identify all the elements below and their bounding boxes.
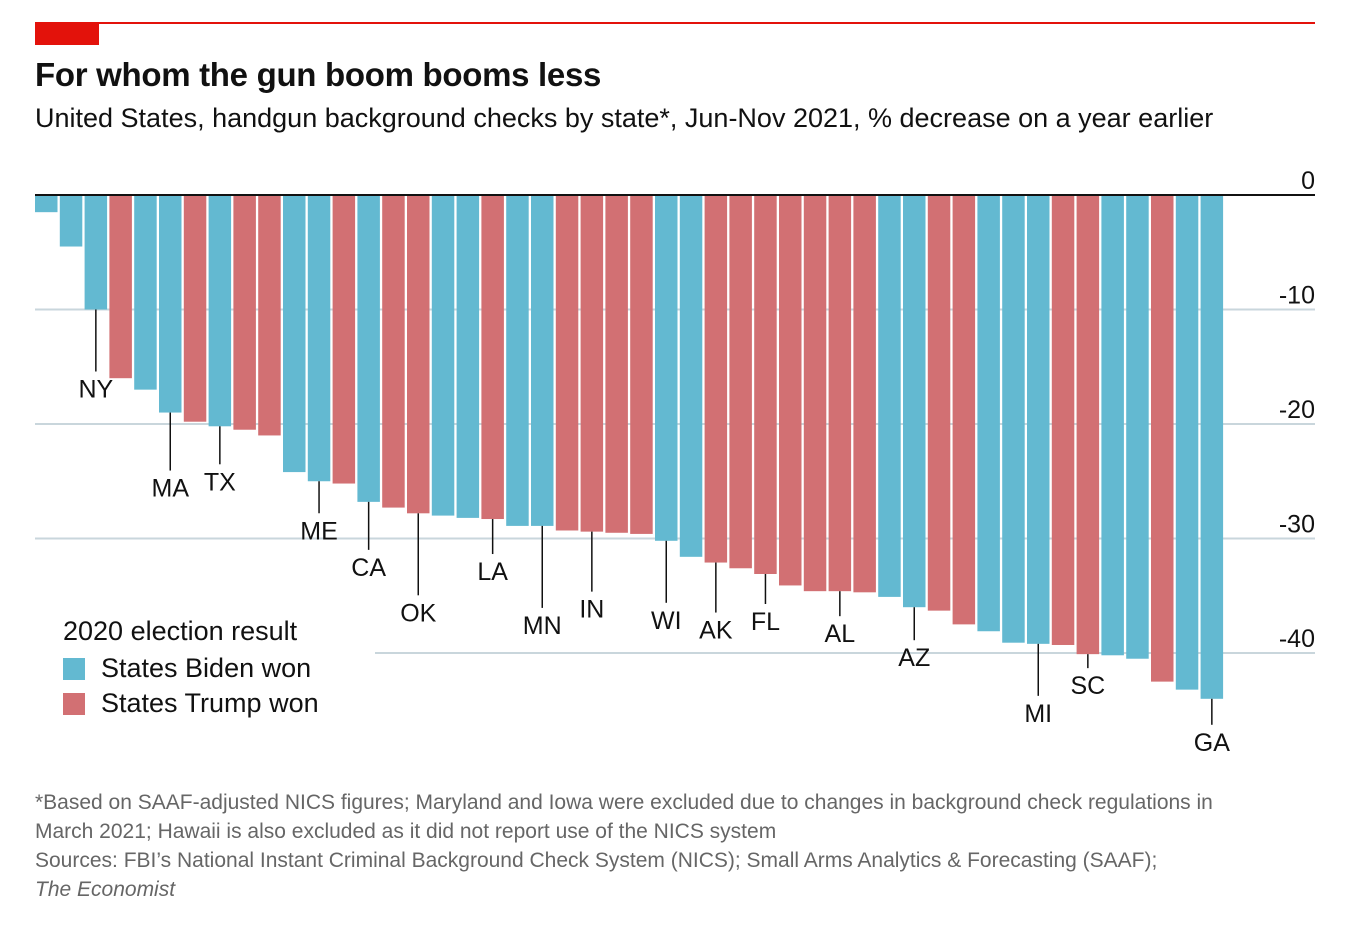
bar <box>655 195 678 541</box>
bar <box>332 195 356 484</box>
bar <box>183 195 207 422</box>
bar-chart: 0 -10 -20 -30 -40 NY MA TX ME CA OK LA MN IN WI AK FL AL A… <box>35 167 1315 757</box>
bar <box>431 195 455 516</box>
y-tick-label: -10 <box>1279 282 1315 310</box>
bar <box>1076 195 1100 655</box>
bar <box>580 195 604 532</box>
footnote-note: *Based on SAAF-adjusted NICS figures; Ma… <box>35 791 1213 843</box>
footnote-publisher: The Economist <box>35 878 176 901</box>
brand-tag <box>35 22 99 45</box>
state-label: OK <box>400 599 436 627</box>
bar <box>630 195 653 534</box>
state-label: CA <box>351 554 386 582</box>
bar <box>605 195 628 533</box>
bar <box>1126 195 1149 659</box>
bar <box>283 195 306 473</box>
state-label: MA <box>152 475 190 503</box>
state-label: MN <box>523 612 562 640</box>
bar <box>233 195 256 430</box>
bar <box>1051 195 1075 645</box>
footnote-sources: Sources: FBI’s National Instant Criminal… <box>35 849 1158 872</box>
bar <box>506 195 529 526</box>
state-label: WI <box>651 607 682 635</box>
y-tick-label: -30 <box>1279 511 1315 539</box>
legend-item-biden: States Biden won <box>63 653 363 684</box>
trump-swatch <box>63 692 85 715</box>
state-label: FL <box>751 608 780 636</box>
legend: 2020 election result States Biden won St… <box>35 612 375 729</box>
bar <box>456 195 480 518</box>
state-label: NY <box>78 376 113 404</box>
bar <box>704 195 728 563</box>
bar <box>357 195 380 502</box>
bar <box>828 195 852 592</box>
bar <box>258 195 281 436</box>
bar <box>803 195 827 592</box>
state-label: MI <box>1024 700 1052 728</box>
bar <box>134 195 157 390</box>
bar <box>754 195 777 574</box>
footnote: *Based on SAAF-adjusted NICS figures; Ma… <box>35 788 1275 904</box>
state-label: AZ <box>898 644 930 672</box>
top-rule <box>35 22 1315 24</box>
bar <box>679 195 703 557</box>
bar <box>779 195 802 586</box>
state-label: AK <box>699 617 733 645</box>
state-label: SC <box>1070 672 1105 700</box>
state-label: LA <box>477 558 508 586</box>
bar <box>729 195 752 569</box>
chart-subtitle: United States, handgun background checks… <box>35 103 1214 133</box>
bar <box>407 195 430 514</box>
bar <box>208 195 232 427</box>
bar <box>59 195 83 247</box>
y-tick-label: -40 <box>1279 625 1315 653</box>
bar <box>531 195 554 526</box>
bar <box>1002 195 1025 643</box>
chart-title: For whom the gun boom booms less <box>35 56 602 93</box>
state-label: IN <box>579 596 604 624</box>
bar <box>1175 195 1199 690</box>
bar <box>159 195 182 413</box>
y-tick-label: -20 <box>1279 396 1315 424</box>
biden-swatch <box>63 657 85 680</box>
legend-item-trump: States Trump won <box>63 688 363 719</box>
state-label: GA <box>1194 729 1230 757</box>
bar <box>1200 195 1224 699</box>
legend-label-trump: States Trump won <box>101 688 319 718</box>
bar <box>382 195 405 508</box>
legend-label-biden: States Biden won <box>101 653 312 683</box>
bar <box>35 195 58 213</box>
bar <box>1101 195 1124 656</box>
bar <box>927 195 951 611</box>
state-label: AL <box>825 620 856 648</box>
bar <box>853 195 876 593</box>
bar <box>307 195 331 482</box>
bar <box>84 195 108 310</box>
bar <box>878 195 901 597</box>
bar <box>977 195 1000 632</box>
bar <box>555 195 579 531</box>
bar <box>1027 195 1050 644</box>
bar <box>952 195 976 625</box>
state-label: TX <box>204 468 236 496</box>
bar <box>481 195 504 520</box>
bar <box>1151 195 1174 682</box>
bar <box>903 195 926 608</box>
y-tick-label: 0 <box>1301 167 1315 195</box>
state-label: ME <box>300 517 338 545</box>
legend-title: 2020 election result <box>63 616 298 646</box>
bar <box>109 195 132 379</box>
